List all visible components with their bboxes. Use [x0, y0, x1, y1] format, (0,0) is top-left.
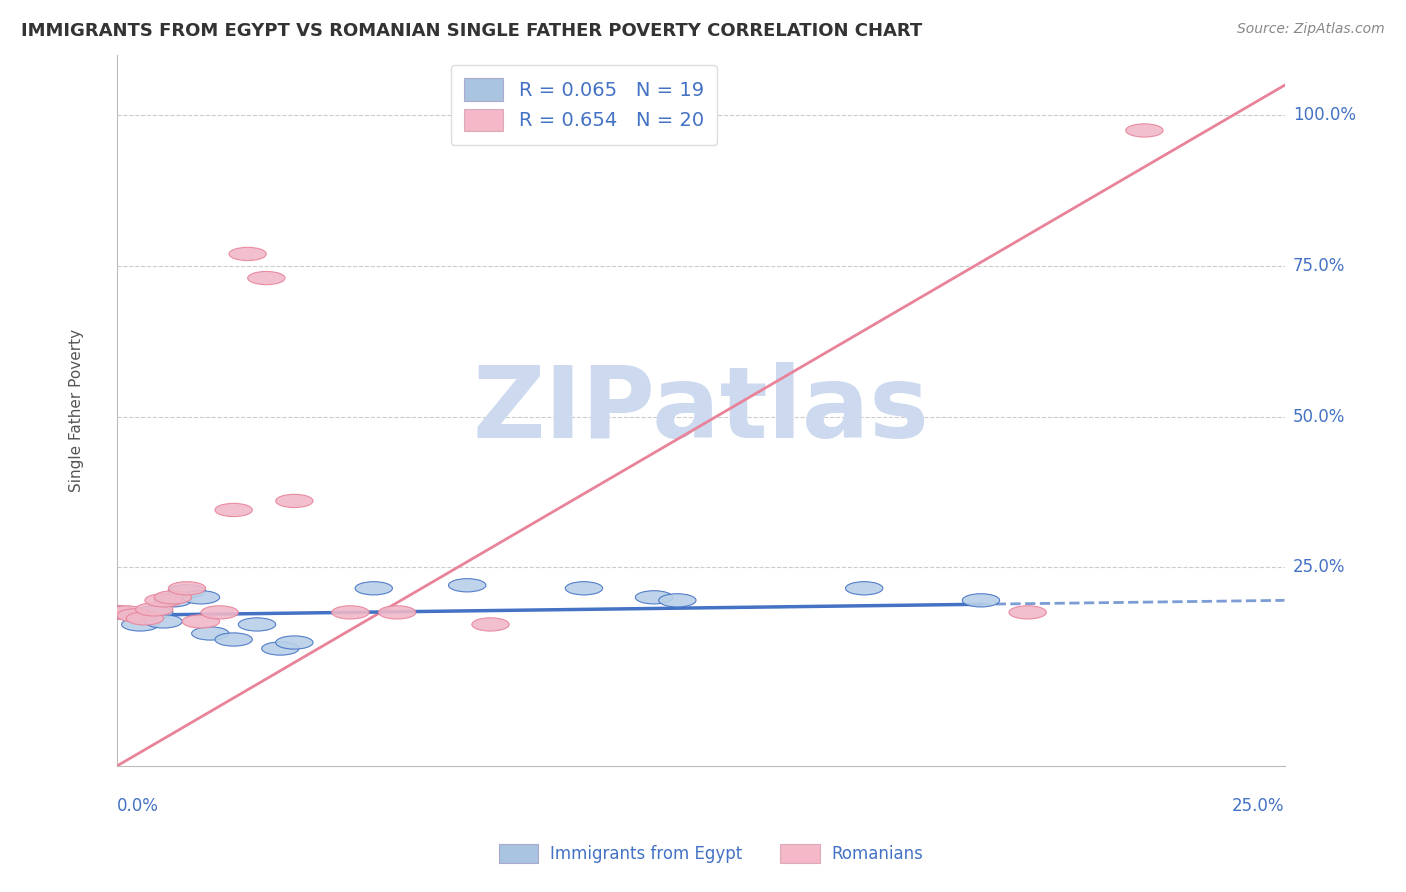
- Ellipse shape: [191, 627, 229, 640]
- Ellipse shape: [169, 582, 205, 595]
- Ellipse shape: [636, 591, 672, 604]
- Text: Source: ZipAtlas.com: Source: ZipAtlas.com: [1237, 22, 1385, 37]
- Legend: R = 0.065   N = 19, R = 0.654   N = 20: R = 0.065 N = 19, R = 0.654 N = 20: [450, 65, 717, 145]
- Ellipse shape: [98, 606, 135, 619]
- Text: IMMIGRANTS FROM EGYPT VS ROMANIAN SINGLE FATHER POVERTY CORRELATION CHART: IMMIGRANTS FROM EGYPT VS ROMANIAN SINGLE…: [21, 22, 922, 40]
- Ellipse shape: [215, 632, 252, 646]
- Ellipse shape: [127, 612, 163, 625]
- Ellipse shape: [155, 594, 191, 607]
- Ellipse shape: [135, 603, 173, 616]
- Text: 100.0%: 100.0%: [1294, 106, 1355, 124]
- Text: Immigrants from Egypt: Immigrants from Egypt: [550, 845, 742, 863]
- Ellipse shape: [121, 618, 159, 631]
- Ellipse shape: [332, 606, 370, 619]
- Ellipse shape: [145, 615, 183, 628]
- Text: ZIPatlas: ZIPatlas: [472, 362, 929, 459]
- Ellipse shape: [107, 606, 145, 619]
- Ellipse shape: [276, 494, 314, 508]
- Ellipse shape: [155, 591, 191, 604]
- Ellipse shape: [262, 642, 299, 655]
- Text: 75.0%: 75.0%: [1294, 257, 1346, 275]
- Text: 0.0%: 0.0%: [117, 797, 159, 814]
- Ellipse shape: [962, 594, 1000, 607]
- Ellipse shape: [356, 582, 392, 595]
- Ellipse shape: [215, 503, 252, 516]
- Ellipse shape: [378, 606, 416, 619]
- Ellipse shape: [845, 582, 883, 595]
- Ellipse shape: [238, 618, 276, 631]
- Text: Romanians: Romanians: [831, 845, 922, 863]
- Ellipse shape: [98, 606, 135, 619]
- Ellipse shape: [169, 584, 205, 598]
- Text: Single Father Poverty: Single Father Poverty: [69, 329, 83, 492]
- Ellipse shape: [145, 594, 183, 607]
- Ellipse shape: [201, 606, 238, 619]
- Ellipse shape: [117, 608, 155, 622]
- Ellipse shape: [1126, 124, 1163, 137]
- Ellipse shape: [135, 606, 173, 619]
- Ellipse shape: [229, 247, 266, 260]
- Ellipse shape: [276, 636, 314, 649]
- Ellipse shape: [1010, 606, 1046, 619]
- Text: 50.0%: 50.0%: [1294, 408, 1346, 425]
- Ellipse shape: [658, 594, 696, 607]
- Ellipse shape: [183, 615, 219, 628]
- Ellipse shape: [565, 582, 603, 595]
- Text: 25.0%: 25.0%: [1232, 797, 1285, 814]
- Ellipse shape: [183, 591, 219, 604]
- Ellipse shape: [247, 271, 285, 285]
- Ellipse shape: [472, 618, 509, 631]
- Ellipse shape: [565, 127, 603, 140]
- Text: 25.0%: 25.0%: [1294, 558, 1346, 576]
- Ellipse shape: [449, 579, 486, 592]
